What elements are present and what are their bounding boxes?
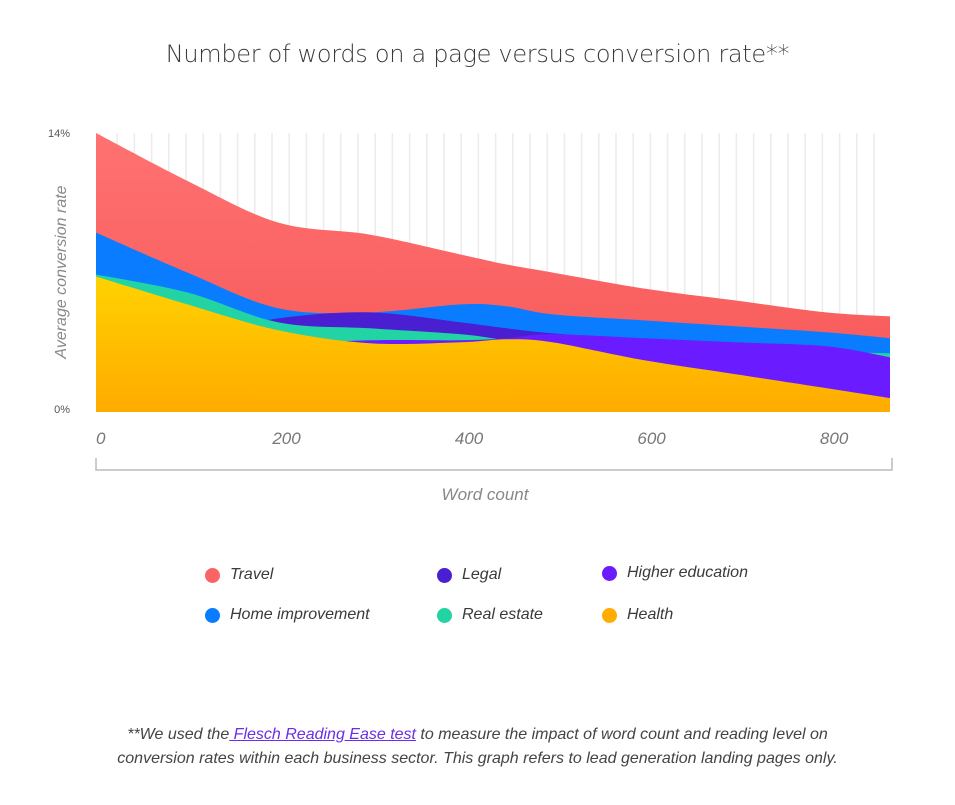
y-axis-label: Average conversion rate [53,185,70,359]
chart-title: Number of words on a page versus convers… [165,40,790,68]
series-areas [96,133,890,412]
x-tick-label: 800 [820,429,849,448]
legend-label: Home improvement [230,606,370,623]
legend-dot-icon [602,565,617,581]
flesch-link[interactable]: Flesch Reading Ease test [229,726,416,743]
x-axis-bracket [95,458,893,471]
legend-label: Legal [462,566,502,583]
area-health [96,276,890,412]
legend-item: Health [602,606,673,624]
x-tick-label: 600 [637,429,666,448]
x-tick-label: 0 [96,429,106,448]
legend-item: Legal [437,566,501,584]
legend-item: Travel [205,566,273,584]
legend-label: Higher education [627,564,748,581]
area-chart: 14% 0% Average conversion rate 0 200 400 60… [48,128,893,504]
legend-dot-icon [205,567,220,583]
legend-item: Real estate [437,606,543,624]
footnote: **We used the Flesch Reading Ease test t… [0,723,955,771]
legend-dot-icon [602,607,617,623]
x-tick-label: 200 [271,429,301,448]
x-tick-label: 400 [455,429,484,448]
legend-item: Higher education [602,564,748,582]
legend-item: Home improvement [205,606,370,624]
footnote-suffix: to measure the impact of word count and … [415,726,828,743]
footnote-line2: conversion rates within each business se… [117,750,838,767]
legend-dot-icon [437,567,452,583]
footnote-prefix: **We used the [127,726,230,743]
y-tick-label: 14% [48,128,70,140]
legend-label: Real estate [462,606,543,623]
legend-dot-icon [437,607,452,623]
x-axis-label: Word count [442,485,530,504]
legend-dot-icon [205,607,220,623]
y-tick-label: 0% [54,404,70,416]
legend-label: Travel [230,566,274,583]
legend-label: Health [627,606,674,623]
